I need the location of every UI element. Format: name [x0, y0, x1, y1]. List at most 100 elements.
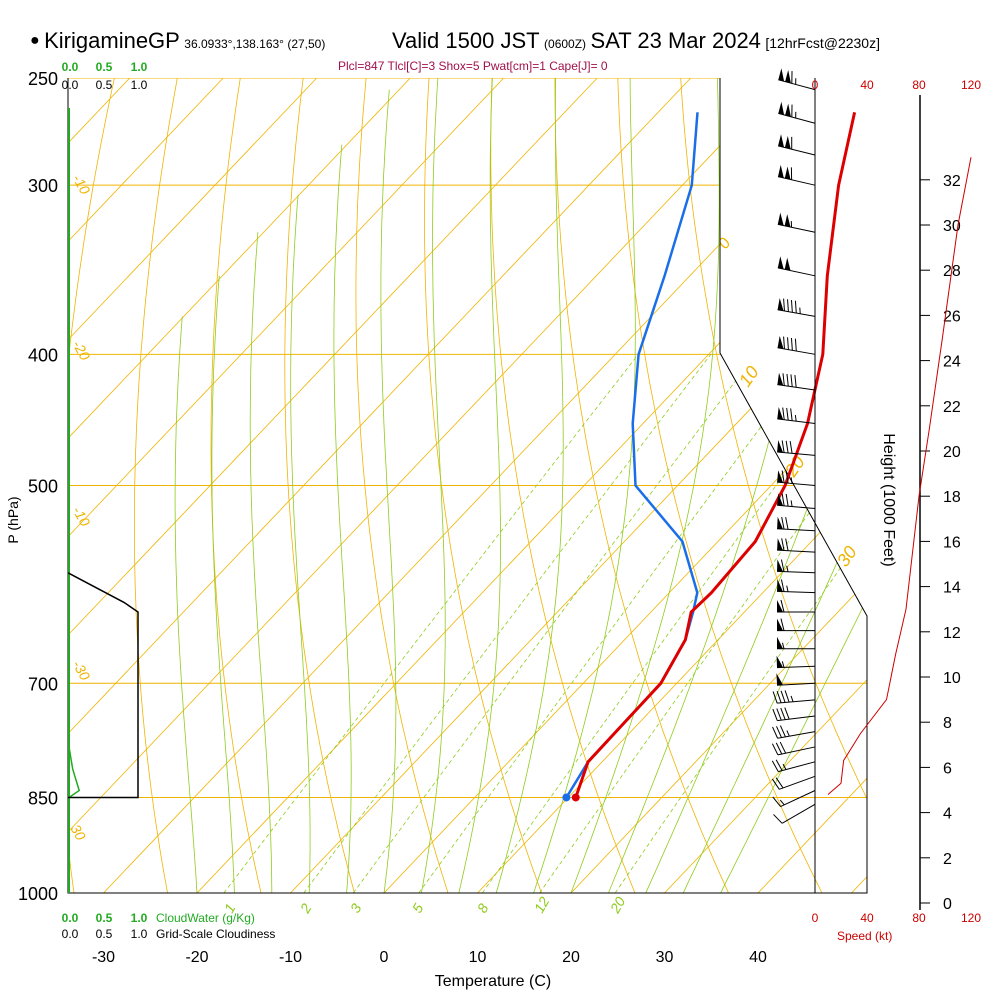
speed-tick-label-bottom: 40 — [860, 911, 874, 925]
moist-adiabat-line — [458, 78, 501, 893]
moist-adiabat-line — [720, 78, 867, 893]
moist-adiabat-line — [421, 78, 446, 893]
wind-barb — [777, 516, 816, 532]
height-tick-label: 24 — [943, 354, 961, 371]
wind-barb-feather — [786, 730, 790, 737]
cloud-water-tick-bottom: 1.0 — [131, 911, 148, 925]
wind-barb — [777, 256, 816, 277]
height-tick-label: 26 — [943, 308, 961, 325]
cloud-panel — [67, 108, 139, 893]
height-axis-label: Height (1000 Feet) — [880, 433, 897, 566]
wind-barbs — [771, 68, 816, 824]
height-tick-label: 16 — [943, 534, 961, 551]
isotherm-line — [851, 78, 867, 893]
wind-barb-staff — [777, 731, 816, 739]
speed-tick-label-top: 80 — [912, 78, 926, 92]
wind-barb-staff — [777, 176, 816, 186]
wind-barb-feather — [794, 415, 797, 422]
wind-barb-feather — [781, 440, 785, 453]
wind-barb-feather — [780, 618, 785, 631]
temperature-tick-label: 30 — [656, 949, 674, 966]
height-tick-label: 6 — [943, 760, 952, 777]
wind-barb-flag — [777, 538, 783, 551]
wind-barb-feather — [780, 559, 785, 572]
mixing-ratio-line — [223, 354, 639, 893]
wind-barb-feather — [785, 538, 789, 551]
valid-date: SAT 23 Mar 2024 — [590, 28, 761, 53]
valid-time: Valid 1500 JST — [392, 28, 540, 53]
height-tick-label: 18 — [943, 489, 961, 506]
moist-adiabat-label: -10 — [69, 504, 93, 530]
wind-barb-staff — [777, 715, 816, 722]
wind-barb-feather — [771, 760, 779, 772]
dry-adiabat-line — [554, 78, 729, 893]
wind-barb-flag — [784, 257, 791, 271]
wind-barb-staff — [777, 504, 816, 510]
wind-barb-flag — [777, 470, 784, 483]
wind-barb-flag — [777, 493, 784, 506]
dry-adiabat-line — [68, 78, 121, 893]
temperature-tick-label: 0 — [380, 949, 389, 966]
wind-barb-flag — [785, 103, 791, 117]
wind-barb-feather — [790, 695, 794, 702]
y-axis-label: P (hPa) — [5, 496, 21, 543]
wind-barb — [772, 707, 816, 722]
wind-barb-flag — [777, 636, 783, 649]
wind-barb-staff — [777, 665, 816, 669]
pressure-tick-label: 400 — [28, 345, 58, 365]
wind-barb-feather — [780, 690, 786, 703]
axes: 250 300 400 500 700 850 1000 -30 -20 -10 0 10 20 30 40… — [18, 60, 767, 966]
wind-barb-feather — [781, 538, 785, 551]
background-grid — [68, 54, 1000, 893]
dry-adiabat-line — [928, 54, 1000, 893]
wind-barb-staff — [779, 775, 816, 790]
wind-barb-feather — [784, 690, 790, 703]
wind-barb-feather — [786, 373, 789, 387]
pressure-tick-label: 250 — [28, 69, 58, 89]
mixing-ratio-line — [418, 354, 816, 893]
wind-barb-feather — [779, 799, 785, 806]
wind-barb — [776, 673, 816, 686]
wind-barb-flag — [785, 70, 791, 84]
wind-barb-feather — [780, 599, 785, 613]
wind-barb-feather — [781, 470, 785, 483]
forecast-info: [12hrFcst@2230z] — [765, 35, 880, 51]
wind-barb-staff — [777, 481, 816, 486]
pressure-tick-label: 300 — [28, 176, 58, 196]
isotherm-line — [68, 78, 785, 893]
pressure-tick-label: 850 — [28, 788, 58, 808]
wind-barb-staff — [781, 803, 816, 824]
height-tick-label: 32 — [943, 173, 961, 190]
wind-barb-feather — [781, 493, 785, 506]
wind-barb-feather — [782, 407, 785, 420]
wind-barb-flag — [776, 673, 783, 686]
height-tick-label: 4 — [943, 806, 952, 823]
wind-barb-feather — [772, 726, 779, 739]
dry-adiabat-line — [424, 78, 542, 893]
moist-adiabat-line — [533, 78, 636, 893]
isotherm-line — [68, 78, 692, 893]
wind-barb-feather — [782, 373, 785, 386]
wind-barb-feather — [771, 778, 780, 790]
wind-barb-flag — [777, 212, 784, 226]
valid-header: Valid 1500 JST (0600Z) SAT 23 Mar 2024 [… — [392, 28, 880, 54]
cloud-water-profile — [68, 639, 81, 799]
wind-barb-feather — [782, 642, 785, 649]
wind-barb — [777, 559, 816, 574]
height-speed-panel: 0246810121416182022242628303200404080801… — [812, 78, 981, 925]
wind-barb-feather — [776, 708, 782, 721]
wind-barb-feather — [785, 517, 789, 530]
height-tick-label: 12 — [943, 625, 961, 642]
wind-barb-staff — [777, 528, 816, 532]
wind-barb — [777, 407, 816, 425]
wind-barb-flag — [777, 579, 783, 592]
wind-barb-feather — [771, 743, 779, 756]
wind-barb-feather — [785, 440, 789, 454]
wind-barb-feather — [776, 726, 782, 738]
cloudiness-profile — [67, 572, 139, 799]
wind-barb-flag — [777, 516, 783, 530]
wind-barb-staff — [777, 746, 816, 756]
cloudiness-tick-top: 0.5 — [96, 78, 113, 92]
wind-barb-staff — [777, 309, 816, 317]
wind-barb-staff — [778, 145, 816, 156]
